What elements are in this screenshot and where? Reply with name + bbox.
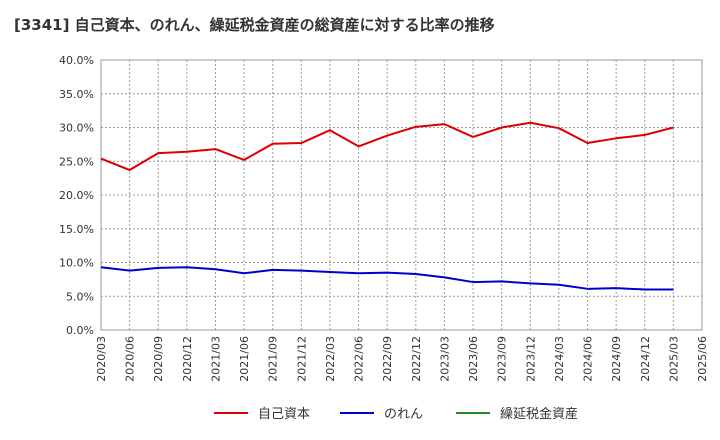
x-tick-label: 2024/12 [639, 336, 652, 382]
y-tick-label: 30.0% [59, 122, 94, 135]
y-tick-label: 0.0% [66, 324, 94, 337]
x-tick-label: 2021/12 [295, 336, 308, 382]
x-tick-label: 2022/12 [410, 336, 423, 382]
series-lines [100, 121, 674, 291]
series-line-0 [100, 121, 674, 172]
y-tick-label: 20.0% [59, 189, 94, 202]
y-axis: 0.0% 5.0% 10.0% 15.0% 20.0% 25.0% 30.0% 35.0% 40… [59, 54, 94, 337]
chart-title: [3341] 自己資本、のれん、繰延税金資産の総資産に対する比率の推移 [14, 16, 495, 34]
series-line-1 [100, 266, 674, 291]
x-tick-label: 2020/09 [152, 336, 165, 382]
y-tick-label: 10.0% [59, 257, 94, 270]
plot-area [100, 59, 703, 331]
x-tick-label: 2025/06 [696, 336, 709, 382]
x-tick-label: 2020/06 [124, 336, 137, 382]
legend-label: のれん [384, 407, 423, 422]
x-tick-label: 2023/03 [438, 336, 451, 382]
x-tick-label: 2024/03 [553, 336, 566, 382]
x-tick-label: 2023/09 [496, 336, 509, 382]
legend-label: 自己資本 [258, 407, 310, 422]
x-tick-label: 2022/06 [353, 336, 366, 382]
x-tick-label: 2024/09 [610, 336, 623, 382]
x-tick-label: 2021/09 [267, 336, 280, 382]
x-tick-label: 2024/06 [582, 336, 595, 382]
x-tick-label: 2022/09 [381, 336, 394, 382]
legend: 自己資本 のれん 繰延税金資産 [214, 406, 578, 422]
x-tick-label: 2025/03 [667, 336, 680, 382]
y-tick-label: 25.0% [59, 155, 94, 168]
y-tick-label: 35.0% [59, 88, 94, 101]
y-tick-label: 40.0% [59, 54, 94, 67]
x-tick-label: 2021/03 [209, 336, 222, 382]
x-tick-label: 2022/03 [324, 336, 337, 382]
x-tick-label: 2021/06 [238, 336, 251, 382]
x-tick-label: 2023/12 [524, 336, 537, 382]
legend-label: 繰延税金資産 [500, 406, 578, 422]
grid [100, 59, 703, 331]
x-tick-label: 2020/12 [181, 336, 194, 382]
y-tick-label: 15.0% [59, 223, 94, 236]
x-tick-label: 2023/06 [467, 336, 480, 382]
x-tick-label: 2020/03 [95, 336, 108, 382]
y-tick-label: 5.0% [66, 290, 94, 303]
x-axis: 2020/03 2020/06 2020/09 2020/12 2021/03 2021/… [95, 336, 709, 382]
